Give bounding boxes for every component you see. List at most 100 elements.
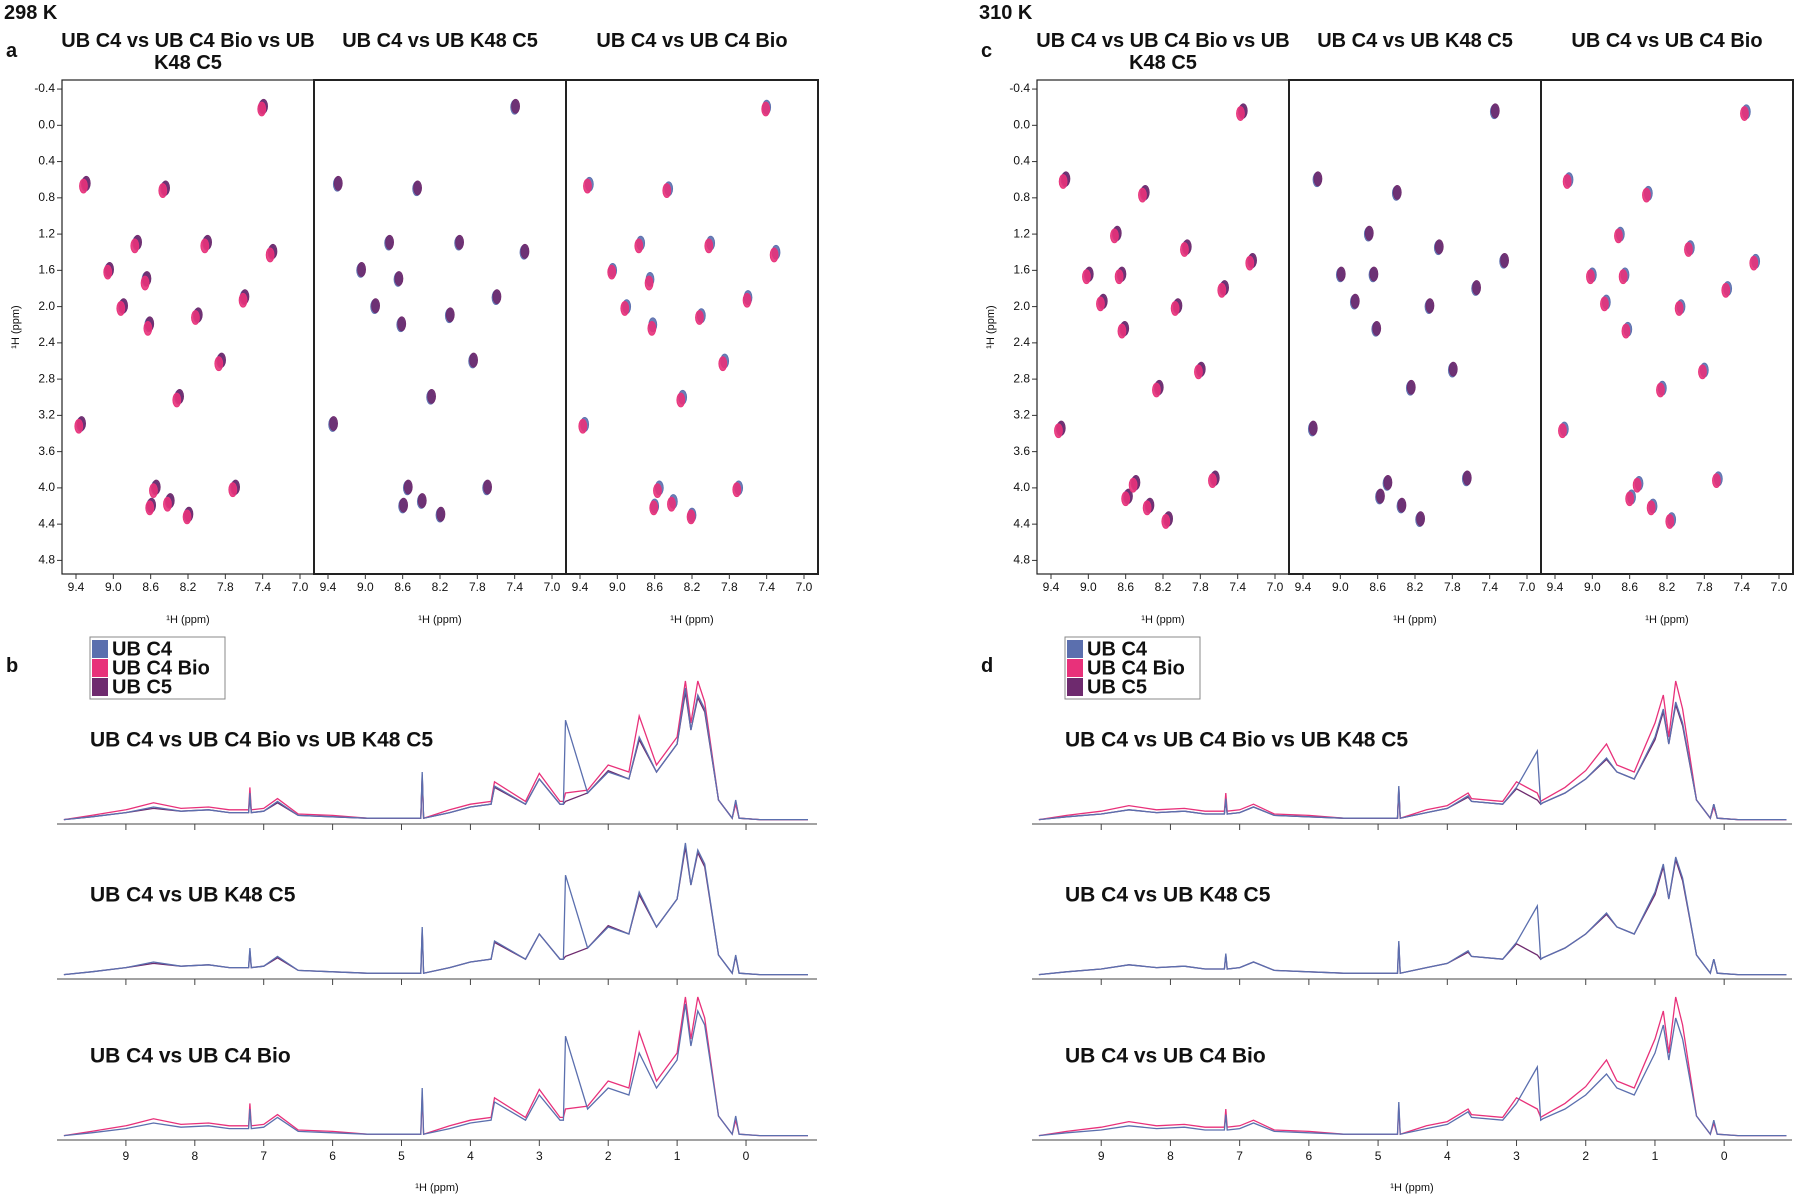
panel-frame [565,79,819,575]
peak [1161,514,1171,529]
peak [1721,282,1731,298]
legend-swatch [1067,678,1083,696]
peak [1586,269,1595,285]
peak [1500,252,1509,268]
peak [1618,269,1628,285]
x-tick-label: 7.8 [469,580,486,594]
peak [265,247,275,263]
x-tick-label: 6 [1306,1149,1313,1163]
x-tick-label: 8.2 [1407,580,1424,594]
x-tick-label: 7.4 [1229,580,1246,594]
y-tick-label: 2.8 [38,371,55,385]
peak [667,496,676,512]
peak [1740,106,1749,121]
legend-box [1064,636,1201,700]
y-tick-label: 0.4 [1013,154,1030,168]
y-tick-label: 4.4 [1013,516,1030,530]
peak [520,243,530,259]
peak [492,289,502,305]
temperature: 298 K [4,2,58,24]
panel-title: UB C4 vs UB C4 Bio vs UB K48 C5 [90,729,433,752]
x-tick-label: 8.2 [432,580,449,594]
y-axis-label: ¹H (ppm) [985,305,997,348]
peak [1625,491,1635,507]
peak [182,509,192,525]
peak [1128,477,1138,493]
peak [1392,184,1402,200]
x-tick-label: 5 [1375,1149,1382,1163]
peak [695,310,704,325]
x-tick-label: 8.2 [180,580,197,594]
x-tick-label: 7.0 [796,580,813,594]
x-tick-label: 2 [605,1149,612,1163]
x-axis-label: ¹H (ppm) [166,614,209,626]
y-tick-label: 1.2 [38,226,55,240]
peak [686,509,696,525]
peak [357,262,367,277]
peak [149,483,158,499]
peak [1712,473,1721,489]
x-tick-label: 7.8 [1696,580,1713,594]
y-tick-label: 4.4 [38,516,55,530]
peak [1614,228,1623,244]
peak [1364,225,1374,241]
y-tick-label: -0.4 [1009,81,1030,95]
x-tick-label: 1 [1652,1149,1659,1163]
peak [1245,255,1255,271]
peak [704,238,714,254]
y-axis-label: ¹H (ppm) [10,305,22,348]
peak [1138,187,1147,203]
x-tick-label: 5 [398,1149,405,1163]
y-tick-label: 1.6 [38,263,55,277]
peak [1117,323,1127,339]
spectrum-line [63,1003,808,1137]
peak [1121,491,1131,507]
peak [469,352,479,368]
x-tick-label: 9.4 [1547,580,1564,594]
peak [742,292,752,308]
x-tick-label: 7.8 [1192,580,1209,594]
peak [1082,269,1091,285]
x-axis-label: ¹H (ppm) [1390,1182,1433,1194]
spectrum-line [1038,859,1787,976]
x-axis-label: ¹H (ppm) [1645,614,1688,626]
x-tick-label: 8 [191,1149,198,1163]
panel-frame [61,79,315,575]
x-tick-label: 8.2 [1155,580,1172,594]
peak [1376,488,1385,504]
y-tick-label: -0.4 [34,81,55,95]
x-tick-label: 8.6 [394,580,411,594]
legend-label: UB C4 Bio [1087,657,1185,679]
peak [238,292,248,308]
peak [1208,473,1217,489]
y-tick-label: 0.8 [1013,190,1030,204]
peak [74,418,84,434]
peak [1313,171,1323,187]
spectrum-line [63,847,808,976]
peak [761,101,771,117]
y-tick-label: 4.8 [1013,553,1030,567]
panel-letter: c [981,40,993,62]
peak [1416,511,1425,527]
peak [1236,106,1245,121]
x-tick-label: 9.0 [1584,580,1601,594]
legend-box [89,636,226,700]
peak [1425,298,1435,314]
x-tick-label: 8.2 [684,580,701,594]
peak [732,482,742,498]
x-tick-label: 9 [1098,1149,1105,1163]
peak [445,307,455,323]
x-tick-label: 8.6 [1369,580,1386,594]
x-tick-label: 9 [123,1149,130,1163]
y-tick-label: 2.0 [1013,299,1030,313]
panel-frame [313,79,567,575]
peak [172,392,182,408]
legend-swatch [92,659,108,677]
peak [483,479,493,495]
peak [662,183,672,198]
peak [1434,239,1444,255]
peak [1490,103,1500,119]
legend-swatch [1067,659,1083,677]
